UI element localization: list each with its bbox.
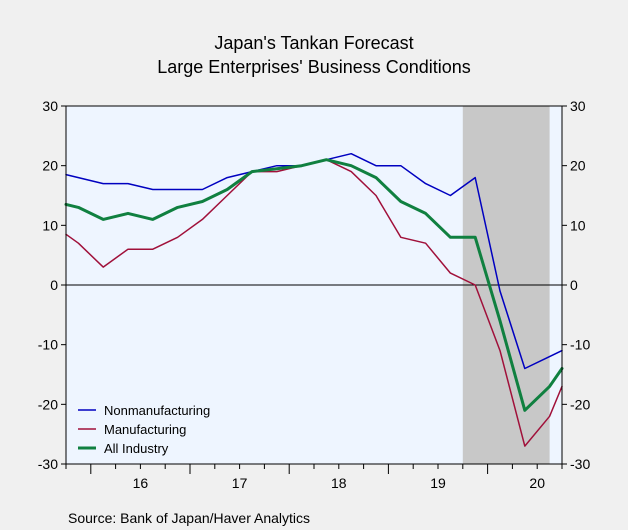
y-tick-label-left: 0 [50,277,58,293]
y-tick-label-left: -20 [38,396,58,412]
x-tick-label: 19 [430,475,446,491]
y-tick-label-right: -30 [570,456,590,472]
y-tick-label-right: -10 [570,337,590,353]
legend-label-manufacturing: Manufacturing [104,422,186,437]
chart-subtitle: Large Enterprises' Business Conditions [157,57,471,77]
x-tick-label: 20 [529,475,545,491]
series-line-all-industry [64,158,564,412]
y-tick-label-left: -30 [38,456,58,472]
series-layer [64,152,564,447]
x-tick-label: 16 [133,475,149,491]
y-tick-label-right: 20 [570,158,586,174]
chart-title: Japan's Tankan Forecast [214,33,413,53]
y-tick-label-right: -20 [570,396,590,412]
y-tick-label-left: 20 [42,158,58,174]
legend-label-all-industry: All Industry [104,441,169,456]
x-tick-label: 18 [331,475,347,491]
y-tick-label-right: 30 [570,98,586,114]
source-note: Source: Bank of Japan/Haver Analytics [68,510,310,526]
y-tick-label-right: 0 [570,277,578,293]
y-tick-label-left: 30 [42,98,58,114]
legend: Nonmanufacturing Manufacturing All Industr… [78,403,210,456]
title-block: Japan's Tankan Forecast Large Enterprise… [157,33,471,77]
y-tick-label-right: 10 [570,217,586,233]
x-tick-label: 17 [232,475,248,491]
y-tick-label-left: 10 [42,217,58,233]
legend-label-nonmanufacturing: Nonmanufacturing [104,403,210,418]
axes-layer: 30 30 20 20 10 10 0 0 -10 -10 -20 -20 -30 -30 16 17 18 19… [38,98,591,491]
y-tick-label-left: -10 [38,337,58,353]
